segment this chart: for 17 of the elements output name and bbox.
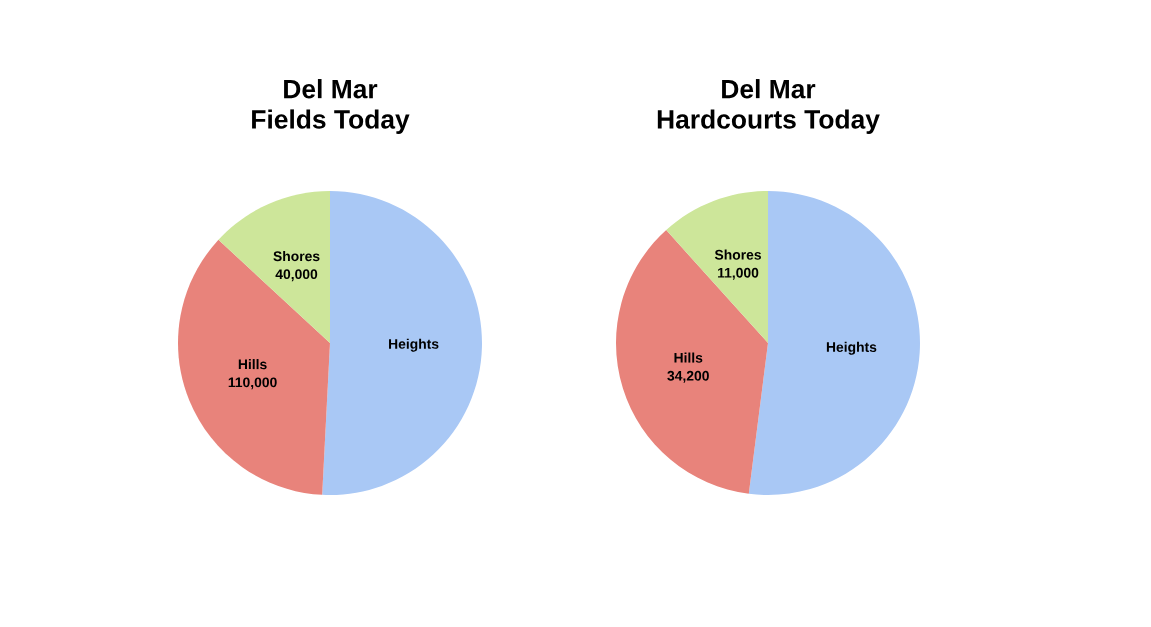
slice-label: Heights — [389, 338, 439, 352]
chart-title: Del Mar Hardcourts Today — [657, 79, 880, 134]
data-label: 11,000 — [718, 267, 759, 280]
slice-label: Shores — [273, 250, 320, 262]
data-label: 110,000 — [228, 377, 277, 390]
chart-title: Del Mar Fields Today — [252, 79, 410, 134]
pie-slice — [616, 230, 768, 494]
slice-label: Hills — [674, 352, 703, 363]
data-label: 34,200 — [667, 370, 709, 383]
slice-label: Shores — [714, 249, 761, 260]
pie-slice — [322, 191, 482, 495]
slice-label: Heights — [826, 341, 877, 355]
pie-slice — [218, 191, 330, 343]
slice-label: Hills — [238, 359, 267, 370]
pie-slice — [666, 191, 768, 343]
pie-slice — [178, 239, 330, 495]
data-label: 40,000 — [275, 269, 318, 282]
